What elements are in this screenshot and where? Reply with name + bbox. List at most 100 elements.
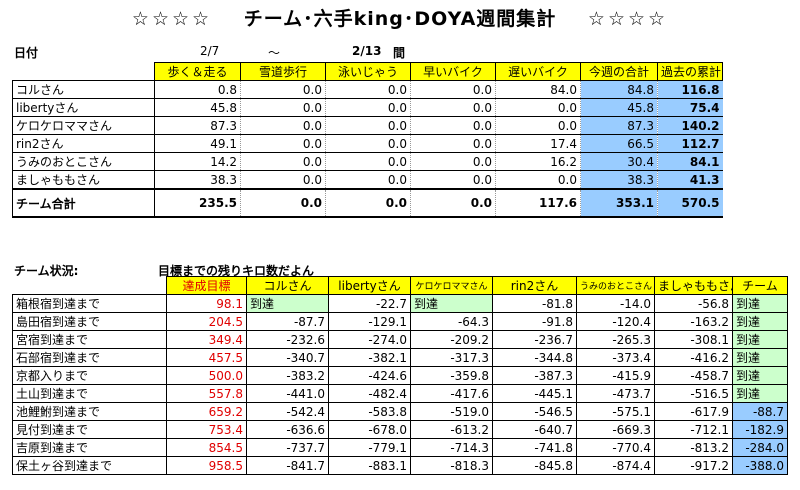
goal-row: 土山到達まで 557.8 -441.0 -482.4 -417.6 -445.1 -473.… — [12, 384, 788, 403]
activity-value: 17.4 — [495, 134, 581, 153]
remaining-value: -274.0 — [328, 330, 411, 349]
remaining-value: -14.0 — [576, 294, 655, 313]
goal-distance: 753.4 — [166, 420, 247, 439]
date-label: 日付 — [14, 46, 39, 60]
team-total-value: 570.5 — [657, 188, 723, 218]
member-name: ケロケロママさん — [12, 116, 155, 135]
member-name: libertyさん — [12, 98, 155, 117]
activity-header-cell: 歩く＆走る — [154, 62, 241, 81]
activity-value: 38.3 — [154, 170, 241, 190]
goal-station-name: 石部宿到達まで — [12, 348, 167, 367]
activity-value: 66.5 — [580, 134, 658, 153]
goal-distance: 659.2 — [166, 402, 247, 421]
remaining-value: -56.8 — [654, 294, 733, 313]
remaining-value: -583.8 — [328, 402, 411, 421]
remaining-value: -308.1 — [654, 330, 733, 349]
goal-row: 石部宿到達まで 457.5 -340.7 -382.1 -317.3 -344.8 -373… — [12, 348, 788, 367]
remaining-value: -917.2 — [654, 456, 733, 475]
activity-value: 0.8 — [154, 80, 241, 99]
remaining-value: -91.8 — [492, 312, 577, 331]
status-header-cell: libertyさん — [328, 276, 411, 295]
remaining-value: -678.0 — [328, 420, 411, 439]
activity-value: 0.0 — [495, 116, 581, 135]
activity-value: 0.0 — [410, 170, 496, 190]
goal-distance: 854.5 — [166, 438, 247, 457]
remaining-value: -712.1 — [654, 420, 733, 439]
activity-header-row: 歩く＆走る 雪道歩行 泳いじゃう 早いバイク 遅いバイク 今週の合計 過去の累計 — [12, 62, 723, 81]
remaining-value: -874.4 — [576, 456, 655, 475]
activity-value: 75.4 — [657, 98, 723, 117]
remaining-value: -482.4 — [328, 384, 411, 403]
goal-status-table: 達成目標 コルさん libertyさん ケロケロママさん rin2さん うみのおとこさんま… — [12, 276, 788, 475]
remaining-value: -416.2 — [654, 348, 733, 367]
remaining-value: 到達 — [732, 294, 788, 313]
date-suffix: 間 — [393, 46, 406, 60]
activity-value: 0.0 — [410, 80, 496, 99]
remaining-value: -737.7 — [246, 438, 329, 457]
date-start: 2/7 — [200, 44, 220, 58]
team-total-value: 353.1 — [580, 188, 658, 218]
title-stars-right: ☆☆☆☆ — [587, 8, 669, 30]
activity-row: ましゃももさん 38.3 0.0 0.0 0.0 0.0 38.3 41.3 — [12, 170, 723, 190]
remaining-value: -120.4 — [576, 312, 655, 331]
activity-row: ケロケロママさん 87.3 0.0 0.0 0.0 0.0 87.3 140.2 — [12, 116, 723, 135]
activity-value: 14.2 — [154, 152, 241, 171]
goal-distance: 457.5 — [166, 348, 247, 367]
goal-station-name: 箱根宿到達まで — [12, 294, 167, 313]
goal-row: 宮宿到達まで 349.4 -232.6 -274.0 -209.2 -236.7 -265.… — [12, 330, 788, 349]
activity-value: 84.8 — [580, 80, 658, 99]
activity-value: 0.0 — [410, 98, 496, 117]
goal-row: 吉原到達まで 854.5 -737.7 -779.1 -714.3 -741.8 -770.… — [12, 438, 788, 457]
remaining-value: -613.2 — [410, 420, 493, 439]
remaining-value: -88.7 — [732, 402, 788, 421]
remaining-value: 到達 — [732, 348, 788, 367]
remaining-value: -813.2 — [654, 438, 733, 457]
remaining-value: -373.4 — [576, 348, 655, 367]
activity-value: 0.0 — [410, 116, 496, 135]
remaining-value: -129.1 — [328, 312, 411, 331]
remaining-value: -209.2 — [410, 330, 493, 349]
remaining-value: -236.7 — [492, 330, 577, 349]
remaining-value: 到達 — [246, 294, 329, 313]
remaining-value: -779.1 — [328, 438, 411, 457]
remaining-value: -458.7 — [654, 366, 733, 385]
remaining-value: -640.7 — [492, 420, 577, 439]
goal-distance: 349.4 — [166, 330, 247, 349]
remaining-value: -770.4 — [576, 438, 655, 457]
activity-value: 112.7 — [657, 134, 723, 153]
remaining-value: -387.3 — [492, 366, 577, 385]
remaining-value: -22.7 — [328, 294, 411, 313]
member-name: rin2さん — [12, 134, 155, 153]
goal-row: 池鯉鮒到達まで 659.2 -542.4 -583.8 -519.0 -546.5 -575… — [12, 402, 788, 421]
activity-value: 45.8 — [154, 98, 241, 117]
activity-value: 0.0 — [240, 152, 326, 171]
title-stars-left: ☆☆☆☆ — [131, 8, 213, 30]
status-header-cell: 達成目標 — [166, 276, 247, 295]
date-end: 2/13 — [352, 44, 382, 58]
member-name: ましゃももさん — [12, 170, 155, 190]
team-total-value: 235.5 — [154, 188, 241, 218]
team-total-value: 0.0 — [240, 188, 326, 218]
goal-station-name: 土山到達まで — [12, 384, 167, 403]
status-header-cell: rin2さん — [492, 276, 577, 295]
activity-row: うみのおとこさん 14.2 0.0 0.0 0.0 16.2 30.4 84.1 — [12, 152, 723, 171]
activity-value: 45.8 — [580, 98, 658, 117]
remaining-value: -64.3 — [410, 312, 493, 331]
team-total-value: 117.6 — [495, 188, 581, 218]
status-header-cell: ケロケロママさん — [410, 276, 493, 295]
remaining-value: 到達 — [732, 330, 788, 349]
remaining-value: -845.8 — [492, 456, 577, 475]
remaining-value: 到達 — [410, 294, 493, 313]
activity-value: 84.1 — [657, 152, 723, 171]
activity-value: 30.4 — [580, 152, 658, 171]
goal-distance: 204.5 — [166, 312, 247, 331]
remaining-value: -415.9 — [576, 366, 655, 385]
activity-value: 0.0 — [325, 170, 411, 190]
remaining-value: -516.5 — [654, 384, 733, 403]
remaining-value: -232.6 — [246, 330, 329, 349]
remaining-value: -317.3 — [410, 348, 493, 367]
activity-value: 38.3 — [580, 170, 658, 190]
report-title: ☆☆☆☆ チーム･六手king･DOYA週間集計 ☆☆☆☆ — [0, 4, 800, 31]
activity-value: 0.0 — [325, 134, 411, 153]
activity-row: libertyさん 45.8 0.0 0.0 0.0 0.0 45.8 75.4 — [12, 98, 723, 117]
